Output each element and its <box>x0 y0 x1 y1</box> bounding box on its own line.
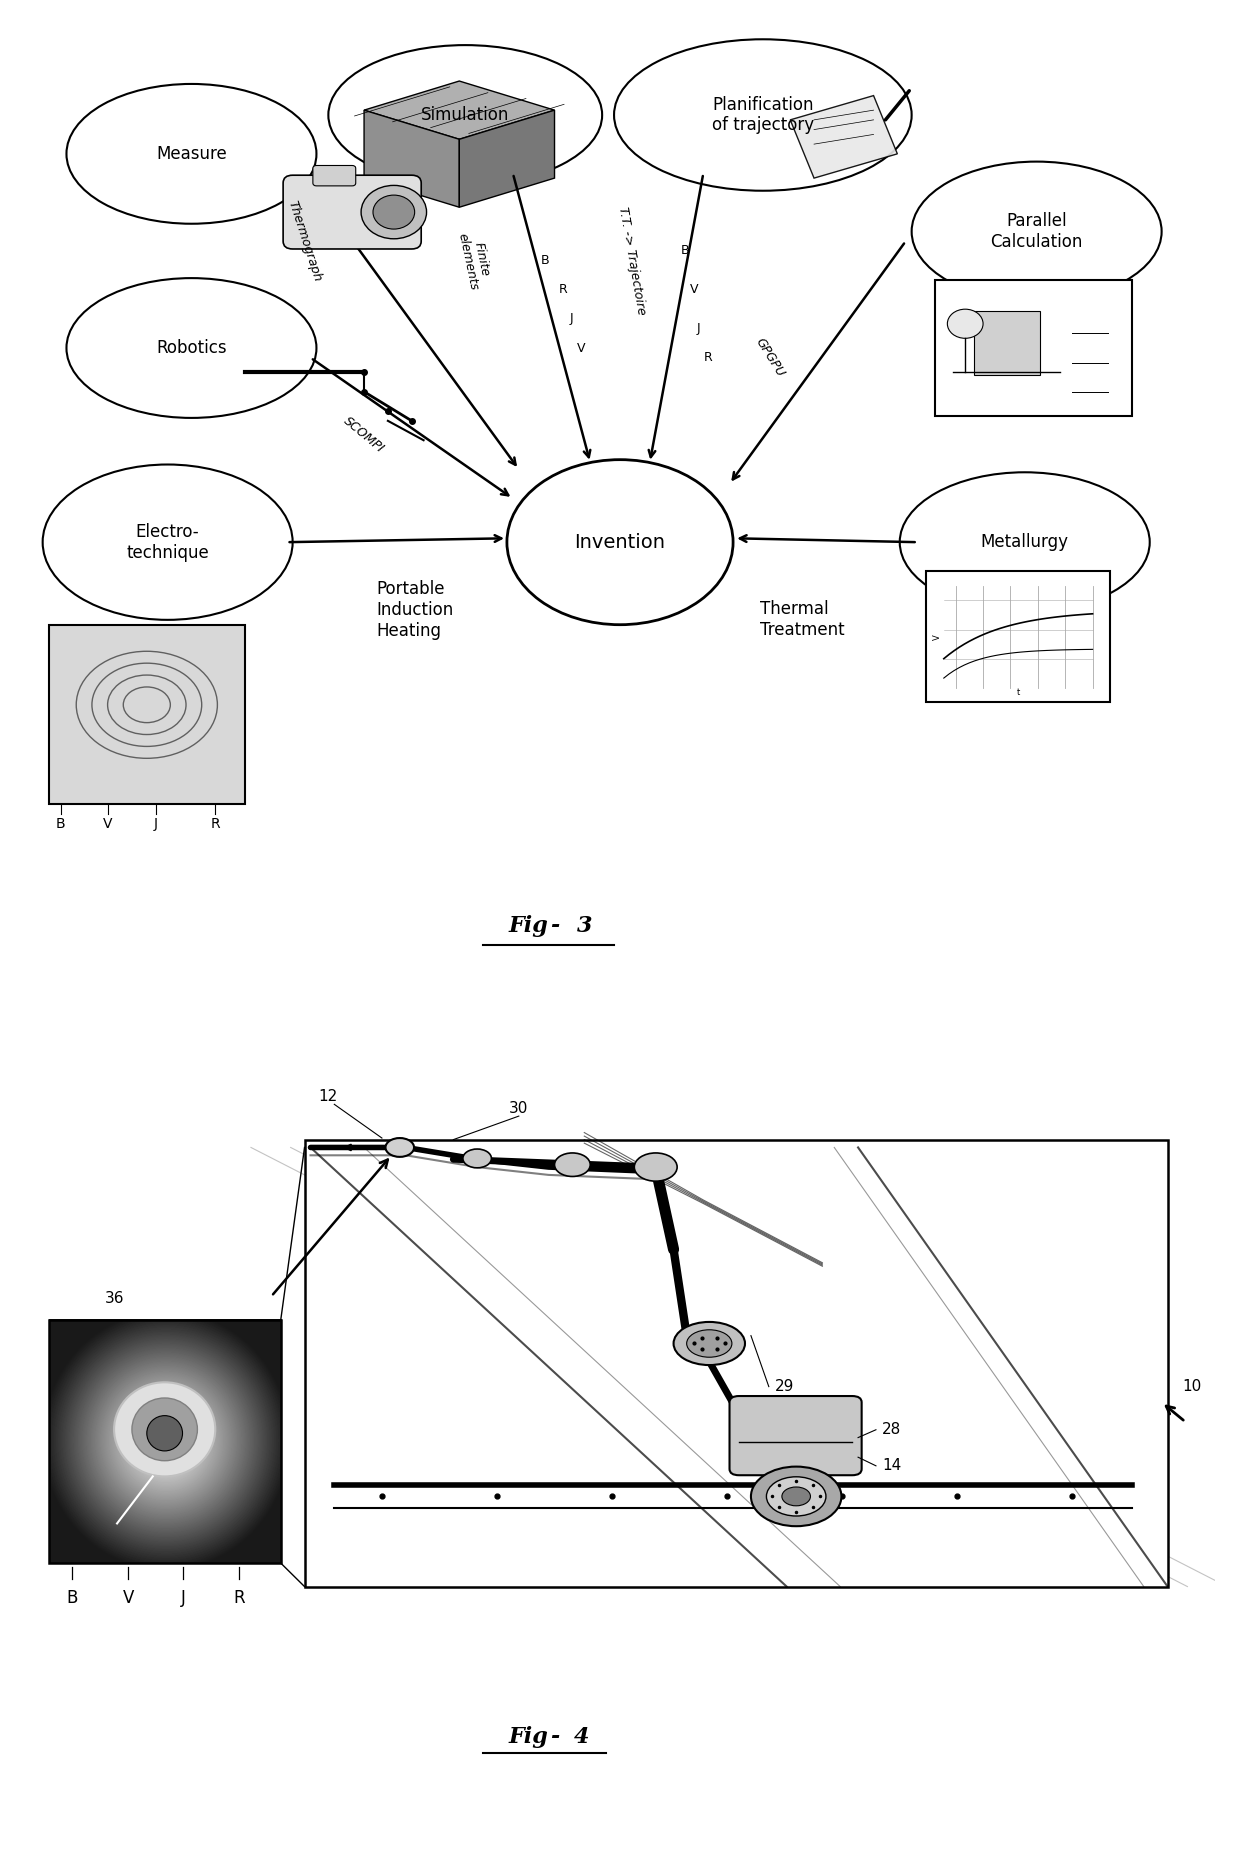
Text: GPGPU: GPGPU <box>753 336 787 379</box>
Text: Thermal
Treatment: Thermal Treatment <box>760 601 846 639</box>
Polygon shape <box>365 110 459 207</box>
Circle shape <box>751 1467 842 1525</box>
Text: B: B <box>56 816 66 831</box>
Ellipse shape <box>673 1322 745 1365</box>
Ellipse shape <box>42 465 293 620</box>
Text: R: R <box>233 1589 244 1607</box>
FancyBboxPatch shape <box>729 1397 862 1475</box>
Ellipse shape <box>361 185 427 239</box>
Polygon shape <box>459 110 554 207</box>
Ellipse shape <box>329 45 603 185</box>
Ellipse shape <box>507 459 733 625</box>
Text: B: B <box>541 254 549 267</box>
Text: Portable
Induction
Heating: Portable Induction Heating <box>376 581 453 640</box>
Polygon shape <box>790 95 898 177</box>
Circle shape <box>947 310 983 338</box>
FancyBboxPatch shape <box>312 166 356 187</box>
Ellipse shape <box>900 472 1149 612</box>
Ellipse shape <box>67 84 316 224</box>
Text: V: V <box>934 635 942 640</box>
Text: Robotics: Robotics <box>156 340 227 357</box>
Polygon shape <box>365 80 554 140</box>
Text: Electro-
technique: Electro- technique <box>126 523 210 562</box>
Text: R: R <box>558 284 567 297</box>
Ellipse shape <box>614 39 911 190</box>
Text: Simulation: Simulation <box>422 106 510 123</box>
Circle shape <box>463 1148 491 1169</box>
FancyBboxPatch shape <box>283 175 422 248</box>
Text: 28: 28 <box>882 1423 901 1438</box>
Text: Fig: Fig <box>508 915 548 937</box>
Bar <box>305 1139 1168 1587</box>
Text: SCOMPI: SCOMPI <box>341 414 387 456</box>
Circle shape <box>782 1486 811 1507</box>
Text: T.T. -> Trajectoire: T.T. -> Trajectoire <box>616 205 647 316</box>
Text: 29: 29 <box>775 1380 794 1395</box>
Text: Invention: Invention <box>574 532 666 551</box>
Text: 14: 14 <box>882 1458 901 1473</box>
Text: B: B <box>67 1589 78 1607</box>
Text: 4: 4 <box>574 1727 590 1748</box>
Text: J: J <box>181 1589 186 1607</box>
Text: 12: 12 <box>319 1088 339 1103</box>
Text: J: J <box>154 816 157 831</box>
Text: Finite
elements: Finite elements <box>455 230 495 291</box>
Text: R: R <box>704 351 713 364</box>
Text: V: V <box>577 342 585 355</box>
Ellipse shape <box>911 162 1162 301</box>
Ellipse shape <box>131 1398 197 1460</box>
Text: 30: 30 <box>510 1102 528 1116</box>
Circle shape <box>635 1154 677 1182</box>
Text: 36: 36 <box>104 1290 124 1305</box>
Circle shape <box>766 1477 826 1516</box>
Circle shape <box>554 1154 590 1176</box>
Text: 10: 10 <box>1182 1380 1202 1395</box>
Text: t: t <box>1017 689 1019 696</box>
Bar <box>48 1320 280 1563</box>
Ellipse shape <box>373 194 414 230</box>
Text: V: V <box>103 816 113 831</box>
FancyBboxPatch shape <box>935 280 1132 416</box>
Text: Thermograph: Thermograph <box>285 200 324 284</box>
Ellipse shape <box>67 278 316 418</box>
Text: -: - <box>549 915 559 937</box>
Ellipse shape <box>146 1415 182 1451</box>
Text: V: V <box>689 284 698 297</box>
Text: Parallel
Calculation: Parallel Calculation <box>991 213 1083 250</box>
FancyBboxPatch shape <box>973 312 1040 375</box>
Text: J: J <box>569 312 573 325</box>
FancyBboxPatch shape <box>48 625 246 805</box>
Text: B: B <box>681 245 689 258</box>
Text: J: J <box>697 323 701 334</box>
Text: Metallurgy: Metallurgy <box>981 534 1069 551</box>
Text: 3: 3 <box>577 915 591 937</box>
Text: Planification
of trajectory: Planification of trajectory <box>712 95 813 134</box>
Text: R: R <box>211 816 219 831</box>
Text: Fig: Fig <box>508 1727 548 1748</box>
Text: -: - <box>549 1727 559 1748</box>
FancyBboxPatch shape <box>926 571 1111 702</box>
Ellipse shape <box>114 1382 216 1477</box>
Circle shape <box>386 1139 414 1158</box>
Ellipse shape <box>687 1329 732 1357</box>
Text: V: V <box>123 1589 134 1607</box>
Text: Measure: Measure <box>156 146 227 162</box>
